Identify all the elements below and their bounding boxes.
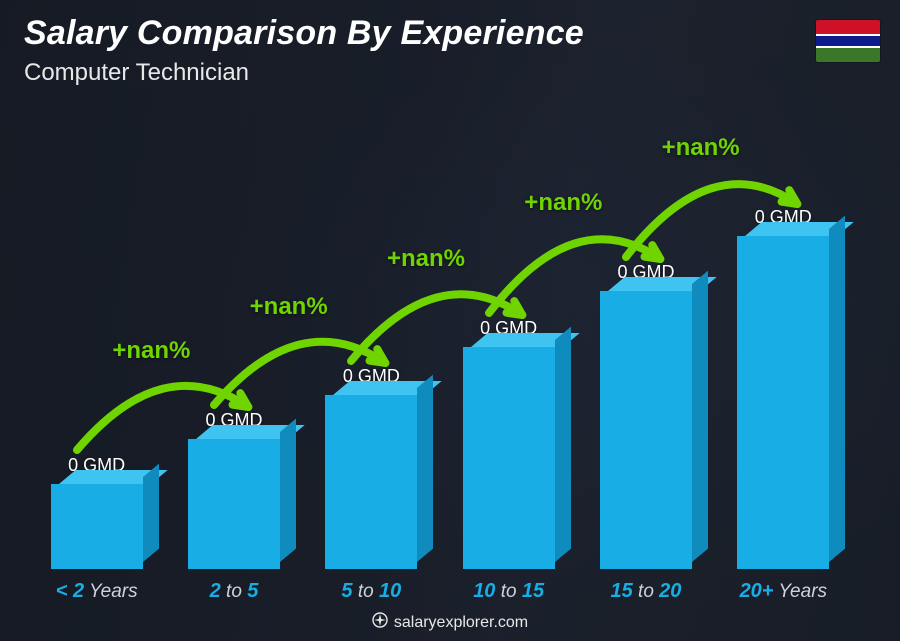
bar xyxy=(463,347,555,569)
bars-container: 0 GMD0 GMD0 GMD0 GMD0 GMD0 GMD xyxy=(28,120,852,569)
bar xyxy=(188,439,280,569)
compass-icon xyxy=(372,612,388,633)
category-label: 2 to 5 xyxy=(165,580,302,603)
bar-column: 0 GMD xyxy=(577,120,714,569)
bar xyxy=(737,236,829,569)
category-label: 20+ Years xyxy=(715,580,852,603)
chart-subtitle: Computer Technician xyxy=(24,59,584,87)
footer: salaryexplorer.com xyxy=(0,612,900,633)
chart-stage: Salary Comparison By Experience Computer… xyxy=(0,0,900,641)
bar xyxy=(600,291,692,569)
bar-column: 0 GMD xyxy=(28,120,165,569)
category-label: 5 to 10 xyxy=(303,580,440,603)
bar-column: 0 GMD xyxy=(440,120,577,569)
bar-chart: 0 GMD0 GMD0 GMD0 GMD0 GMD0 GMD +nan%+nan… xyxy=(28,120,852,569)
country-flag-icon xyxy=(816,20,880,62)
chart-title: Salary Comparison By Experience xyxy=(24,14,584,53)
bar-column: 0 GMD xyxy=(303,120,440,569)
category-axis: < 2 Years2 to 55 to 1010 to 1515 to 2020… xyxy=(28,580,852,603)
bar xyxy=(51,484,143,569)
title-block: Salary Comparison By Experience Computer… xyxy=(24,14,584,87)
category-label: 10 to 15 xyxy=(440,580,577,603)
footer-text: salaryexplorer.com xyxy=(394,614,528,632)
category-label: 15 to 20 xyxy=(577,580,714,603)
bar-column: 0 GMD xyxy=(715,120,852,569)
bar xyxy=(325,395,417,569)
category-label: < 2 Years xyxy=(28,580,165,603)
bar-column: 0 GMD xyxy=(165,120,302,569)
